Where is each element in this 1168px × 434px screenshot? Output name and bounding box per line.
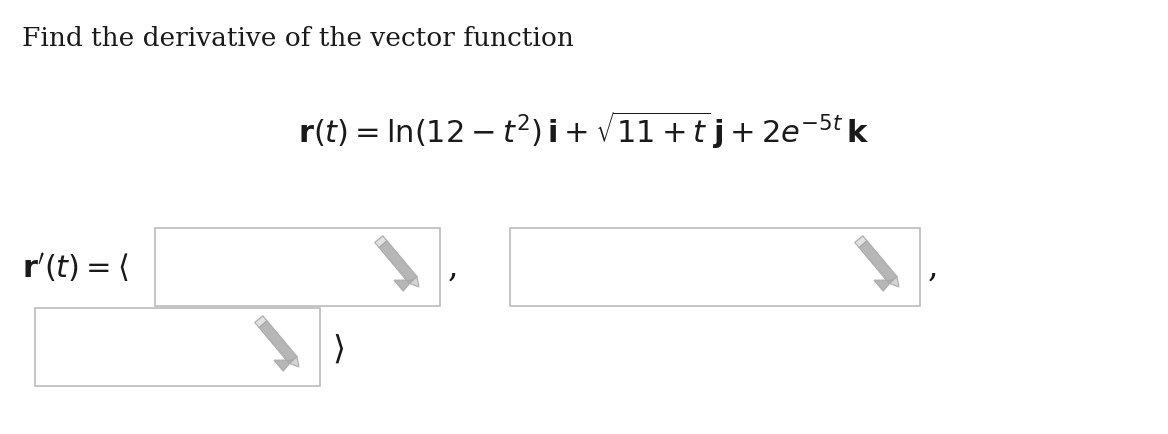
Text: ,: , [929, 252, 939, 284]
Polygon shape [288, 357, 299, 367]
Polygon shape [409, 276, 419, 287]
Polygon shape [274, 360, 292, 371]
Polygon shape [858, 241, 897, 283]
Bar [510, 228, 920, 306]
Polygon shape [378, 241, 417, 283]
Text: ,: , [449, 252, 459, 284]
Polygon shape [255, 316, 267, 327]
Polygon shape [259, 321, 297, 363]
Polygon shape [874, 280, 892, 291]
Text: $\mathbf{r}(t) = \ln(12 - t^2)\,\mathbf{i} + \sqrt{11 + t}\,\mathbf{j} + 2e^{-5t: $\mathbf{r}(t) = \ln(12 - t^2)\,\mathbf{… [298, 109, 870, 151]
Text: Find the derivative of the vector function: Find the derivative of the vector functi… [22, 26, 573, 50]
Polygon shape [855, 236, 867, 247]
Polygon shape [375, 236, 387, 247]
Bar [35, 308, 320, 386]
Text: $\mathbf{r}'(t) = \langle$: $\mathbf{r}'(t) = \langle$ [22, 252, 128, 284]
Polygon shape [889, 276, 899, 287]
Bar [155, 228, 440, 306]
Text: $\rangle$: $\rangle$ [332, 332, 345, 366]
Polygon shape [394, 280, 412, 291]
